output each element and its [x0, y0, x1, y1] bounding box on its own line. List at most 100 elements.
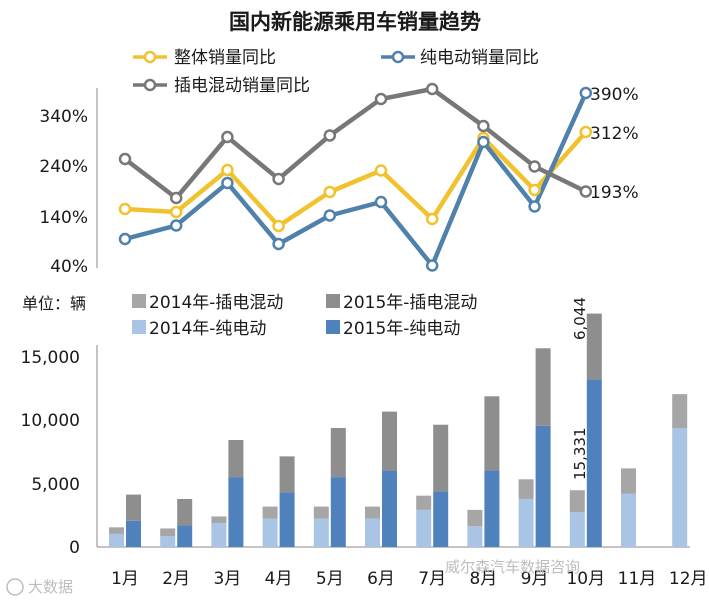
- y-tick-label: 340%: [39, 107, 88, 127]
- bar-2014-phev: [313, 506, 329, 519]
- x-tick-label: 9月: [521, 569, 549, 589]
- bar-2014-bev: [621, 493, 636, 547]
- series-1-point: [272, 237, 285, 251]
- legend-label: 纯电动销量同比: [420, 48, 539, 68]
- line-end-labels: 390% 312% 193%: [590, 85, 639, 203]
- bar-2014-bev: [518, 498, 534, 547]
- legend-label: 插电混动销量同比: [174, 76, 310, 96]
- series-2-point: [272, 172, 285, 186]
- bar-2014-phev: [621, 468, 636, 494]
- y-tick-label: 15,000: [21, 348, 80, 368]
- bar-2015-bev: [484, 470, 500, 547]
- bar-2015-phev: [484, 396, 500, 471]
- bar-2015-bev: [382, 470, 397, 547]
- series-line-0: [124, 130, 588, 229]
- x-tick-label: 2月: [162, 569, 190, 589]
- bar-2014-bev: [313, 518, 329, 547]
- bar-2015-phev: [330, 427, 346, 478]
- x-tick-label: 6月: [367, 569, 395, 589]
- bar-2014-bev: [467, 526, 483, 547]
- watermark-logo-text: 大数据: [28, 578, 73, 596]
- bar-2014-bev: [109, 533, 124, 547]
- bar-data-label-oct-bev: 15,331: [571, 428, 589, 481]
- legend-label: 2014年-插电混动: [149, 293, 283, 313]
- bar-2015-bev: [228, 477, 244, 547]
- bar-y-ticks: 15,000 10,000 5,000 0: [21, 348, 80, 558]
- line-y-ticks: 340% 240% 140% 40%: [39, 107, 88, 277]
- series-2-point: [169, 191, 183, 205]
- series-0-point: [221, 163, 234, 177]
- legend-overall-yoy: 整体销量同比: [133, 48, 276, 68]
- y-tick-label: 140%: [39, 208, 88, 228]
- bar-2015-bev: [126, 520, 141, 547]
- legend-label: 2015年-插电混动: [343, 293, 477, 313]
- series-1-point: [528, 200, 541, 213]
- bar-2014-bev: [672, 427, 688, 547]
- series-0-point: [323, 185, 337, 199]
- series-2-point: [425, 82, 439, 96]
- x-tick-label: 4月: [265, 569, 293, 589]
- bar-2014-bev: [211, 522, 227, 547]
- series-1-point: [323, 209, 337, 222]
- bar-2014-bev: [160, 536, 176, 547]
- legend-label: 2014年-纯电动: [149, 319, 266, 339]
- bar-2014-phev: [365, 506, 380, 519]
- bar-plot-area: [109, 313, 688, 547]
- series-1-point: [579, 86, 593, 100]
- series-0-point: [374, 164, 388, 177]
- series-0-point: [528, 183, 541, 197]
- bar-2015-bev: [177, 525, 193, 547]
- x-tick-label: 11月: [618, 569, 657, 589]
- bar-2014-bev: [262, 518, 278, 547]
- bar-2014-phev: [160, 528, 176, 537]
- bar-2015-bev: [433, 491, 449, 547]
- overall-end-label: 312%: [590, 124, 639, 144]
- bar-data-label-oct-phev: 6,044: [571, 297, 589, 340]
- y-tick-label: 10,000: [21, 411, 80, 431]
- bar-2015-bev: [330, 477, 346, 547]
- x-tick-label: 5月: [316, 569, 344, 589]
- line-plot-area: [118, 82, 593, 272]
- bar-2015-phev: [586, 313, 602, 380]
- bar-legend: 2014年-插电混动 2015年-插电混动 2014年-纯电动 2015年-纯电…: [132, 293, 477, 339]
- series-2-point: [528, 160, 541, 173]
- bar-2014-phev: [467, 509, 483, 527]
- series-2-point: [477, 119, 490, 133]
- bar-2015-phev: [535, 348, 551, 426]
- series-2-point: [374, 92, 388, 106]
- bar-2015-phev: [228, 439, 244, 478]
- series-1-point: [118, 232, 132, 246]
- x-tick-label: 3月: [213, 569, 241, 589]
- bar-2014-phev: [109, 527, 124, 534]
- bar-2015-bev: [535, 425, 551, 547]
- series-1-point: [374, 195, 388, 209]
- legend-label: 2015年-纯电动: [343, 319, 460, 339]
- series-1-point: [477, 135, 490, 149]
- legend-2014-phev: 2014年-插电混动: [132, 293, 283, 313]
- series-2-point: [118, 152, 132, 166]
- y-tick-label: 5,000: [31, 475, 80, 495]
- bev-end-label: 390%: [590, 85, 639, 105]
- series-1-point: [425, 259, 439, 272]
- bar-2014-bev: [569, 512, 585, 547]
- y-tick-label: 40%: [50, 257, 88, 277]
- legend-label: 整体销量同比: [174, 48, 276, 68]
- x-tick-label: 7月: [418, 569, 446, 589]
- series-0-point: [272, 219, 285, 233]
- legend-2015-bev: 2015年-纯电动: [326, 319, 460, 339]
- series-2-point: [221, 130, 234, 144]
- bar-2014-bev: [365, 518, 380, 547]
- series-2-point: [579, 185, 593, 198]
- x-tick-label: 8月: [469, 569, 497, 589]
- series-0-point: [579, 125, 593, 139]
- x-tick-label: 10月: [566, 569, 605, 589]
- bar-2014-phev: [569, 490, 585, 513]
- unit-label: 单位：辆: [22, 294, 86, 313]
- bar-x-ticks: 1月 2月 3月 4月 5月 6月 7月 8月 9月 10月 11月 12月: [111, 569, 707, 589]
- bar-2015-phev: [382, 411, 397, 471]
- series-1-point: [169, 219, 183, 232]
- series-2-point: [323, 129, 337, 142]
- bar-2014-phev: [211, 516, 227, 523]
- bar-2014-phev: [672, 394, 688, 428]
- legend-2014-bev: 2014年-纯电动: [132, 319, 266, 339]
